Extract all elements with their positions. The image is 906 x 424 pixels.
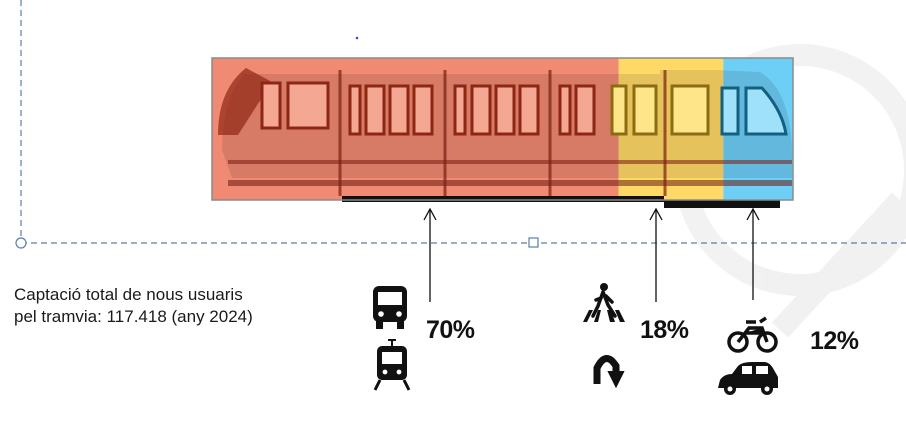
pedestrian-crossing-icon [583, 283, 625, 322]
car-icon [718, 362, 778, 395]
stray-dot [355, 36, 359, 40]
guide-handle-circle [15, 237, 27, 249]
bar-frame [211, 57, 794, 201]
percent-label-moto-car: 12% [810, 327, 859, 355]
caption-line-2: pel tramvia: 117.418 (any 2024) [14, 307, 253, 326]
tram-silhouette [218, 68, 792, 208]
u-turn-icon [593, 355, 625, 389]
tram-icon [373, 339, 411, 391]
motorcycle-icon [727, 316, 778, 353]
percent-label-walk: 18% [640, 316, 689, 344]
guide-handle-square [528, 237, 539, 248]
caption-text: Captació total de nous usuaris pel tramv… [14, 284, 314, 328]
percent-label-bus-tram: 70% [426, 316, 475, 344]
bus-icon [373, 286, 407, 329]
pointer-arrows [423, 207, 760, 302]
caption-line-1: Captació total de nous usuaris [14, 285, 243, 304]
